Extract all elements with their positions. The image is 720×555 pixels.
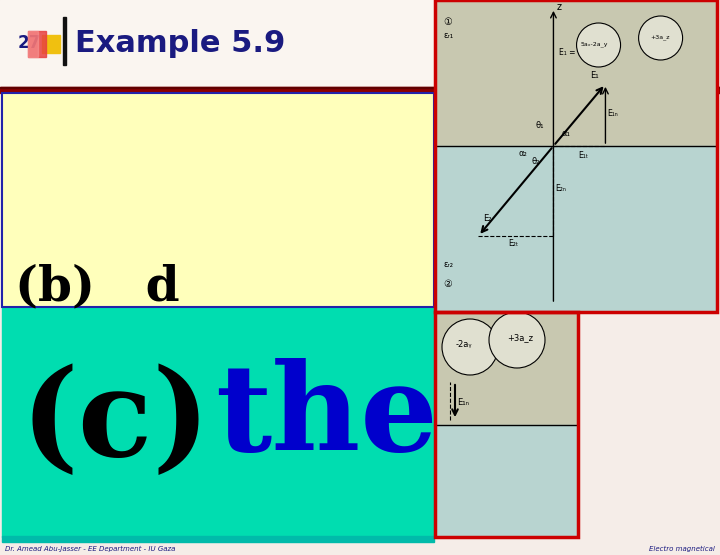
Text: α₁: α₁ xyxy=(562,129,570,138)
Circle shape xyxy=(577,23,621,67)
Text: E₁ₙ: E₁ₙ xyxy=(608,109,618,118)
Text: Dr. Amead Abu-Jasser - EE Department - IU Gaza: Dr. Amead Abu-Jasser - EE Department - I… xyxy=(5,546,176,552)
Bar xyxy=(63,17,66,65)
Text: E₂ₜ: E₂ₜ xyxy=(508,239,518,248)
Text: E₂ₙ: E₂ₙ xyxy=(555,184,567,193)
Text: 5aₓ-2a_y: 5aₓ-2a_y xyxy=(580,41,608,47)
Text: the: the xyxy=(215,358,438,476)
Bar xyxy=(435,0,717,312)
Bar xyxy=(2,307,434,537)
Bar xyxy=(435,146,717,312)
Text: +3a_z: +3a_z xyxy=(651,34,670,40)
Bar xyxy=(435,312,578,537)
Text: -2aᵧ: -2aᵧ xyxy=(456,340,472,349)
Text: E₁ₜ: E₁ₜ xyxy=(578,151,588,160)
Bar xyxy=(28,31,38,57)
Bar xyxy=(28,31,46,57)
Text: Electro magnetical: Electro magnetical xyxy=(649,546,715,552)
Text: Example 5.9: Example 5.9 xyxy=(75,28,285,58)
Bar xyxy=(0,87,720,93)
Text: +3a_z: +3a_z xyxy=(507,333,533,342)
Bar xyxy=(435,0,717,312)
Bar xyxy=(435,0,717,146)
Bar xyxy=(2,536,434,542)
Circle shape xyxy=(442,319,498,375)
Bar xyxy=(435,313,578,425)
Bar xyxy=(42,35,60,53)
Text: E₁: E₁ xyxy=(590,71,599,80)
Text: E₂: E₂ xyxy=(483,214,492,223)
Circle shape xyxy=(639,16,683,60)
Text: εᵣ₁: εᵣ₁ xyxy=(443,31,453,40)
Text: z: z xyxy=(557,2,562,12)
Text: εᵣ₂: εᵣ₂ xyxy=(443,260,453,269)
Text: θ₂: θ₂ xyxy=(531,157,540,166)
Bar xyxy=(2,93,434,307)
Bar xyxy=(435,425,578,537)
Bar xyxy=(2,93,434,307)
Bar xyxy=(0,87,720,88)
Text: ②: ② xyxy=(443,279,451,289)
Text: 27: 27 xyxy=(18,34,41,52)
Text: α₂: α₂ xyxy=(518,149,527,158)
Text: ①: ① xyxy=(443,17,451,27)
Text: (c): (c) xyxy=(20,363,210,481)
Text: (b)   d: (b) d xyxy=(15,264,179,310)
Text: θ₁: θ₁ xyxy=(536,121,544,130)
Bar xyxy=(0,0,720,87)
Text: E₁ =: E₁ = xyxy=(559,48,575,57)
Text: E₁ₙ: E₁ₙ xyxy=(457,398,469,407)
Circle shape xyxy=(489,312,545,368)
